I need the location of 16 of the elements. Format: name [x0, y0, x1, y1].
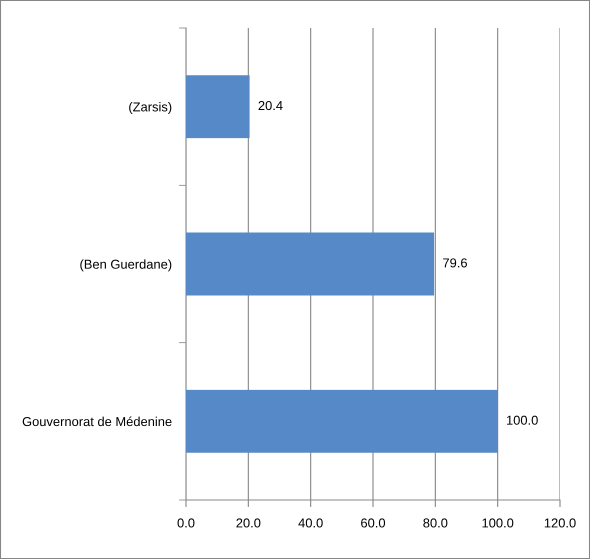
bar	[186, 75, 250, 138]
x-tick-label: 40.0	[298, 518, 323, 528]
data-label: 100.0	[506, 416, 538, 425]
y-tick-label: Gouvernorat de Médenine	[22, 416, 172, 426]
x-tick-label: 60.0	[361, 518, 386, 528]
y-tick-label: (Ben Guerdane)	[80, 259, 172, 272]
bar	[186, 232, 434, 296]
x-tick-label: 20.0	[236, 518, 260, 528]
data-label: 20.4	[258, 100, 283, 110]
x-tick-label: 120.0	[544, 518, 576, 528]
x-tick-label: 80.0	[423, 518, 448, 528]
x-tick-label: 100.0	[482, 518, 514, 528]
x-tick-label: 0.0	[178, 518, 194, 528]
bar	[186, 390, 498, 453]
y-tick-label: (Zarsis)	[129, 102, 172, 114]
data-label: 79.6	[443, 258, 467, 268]
